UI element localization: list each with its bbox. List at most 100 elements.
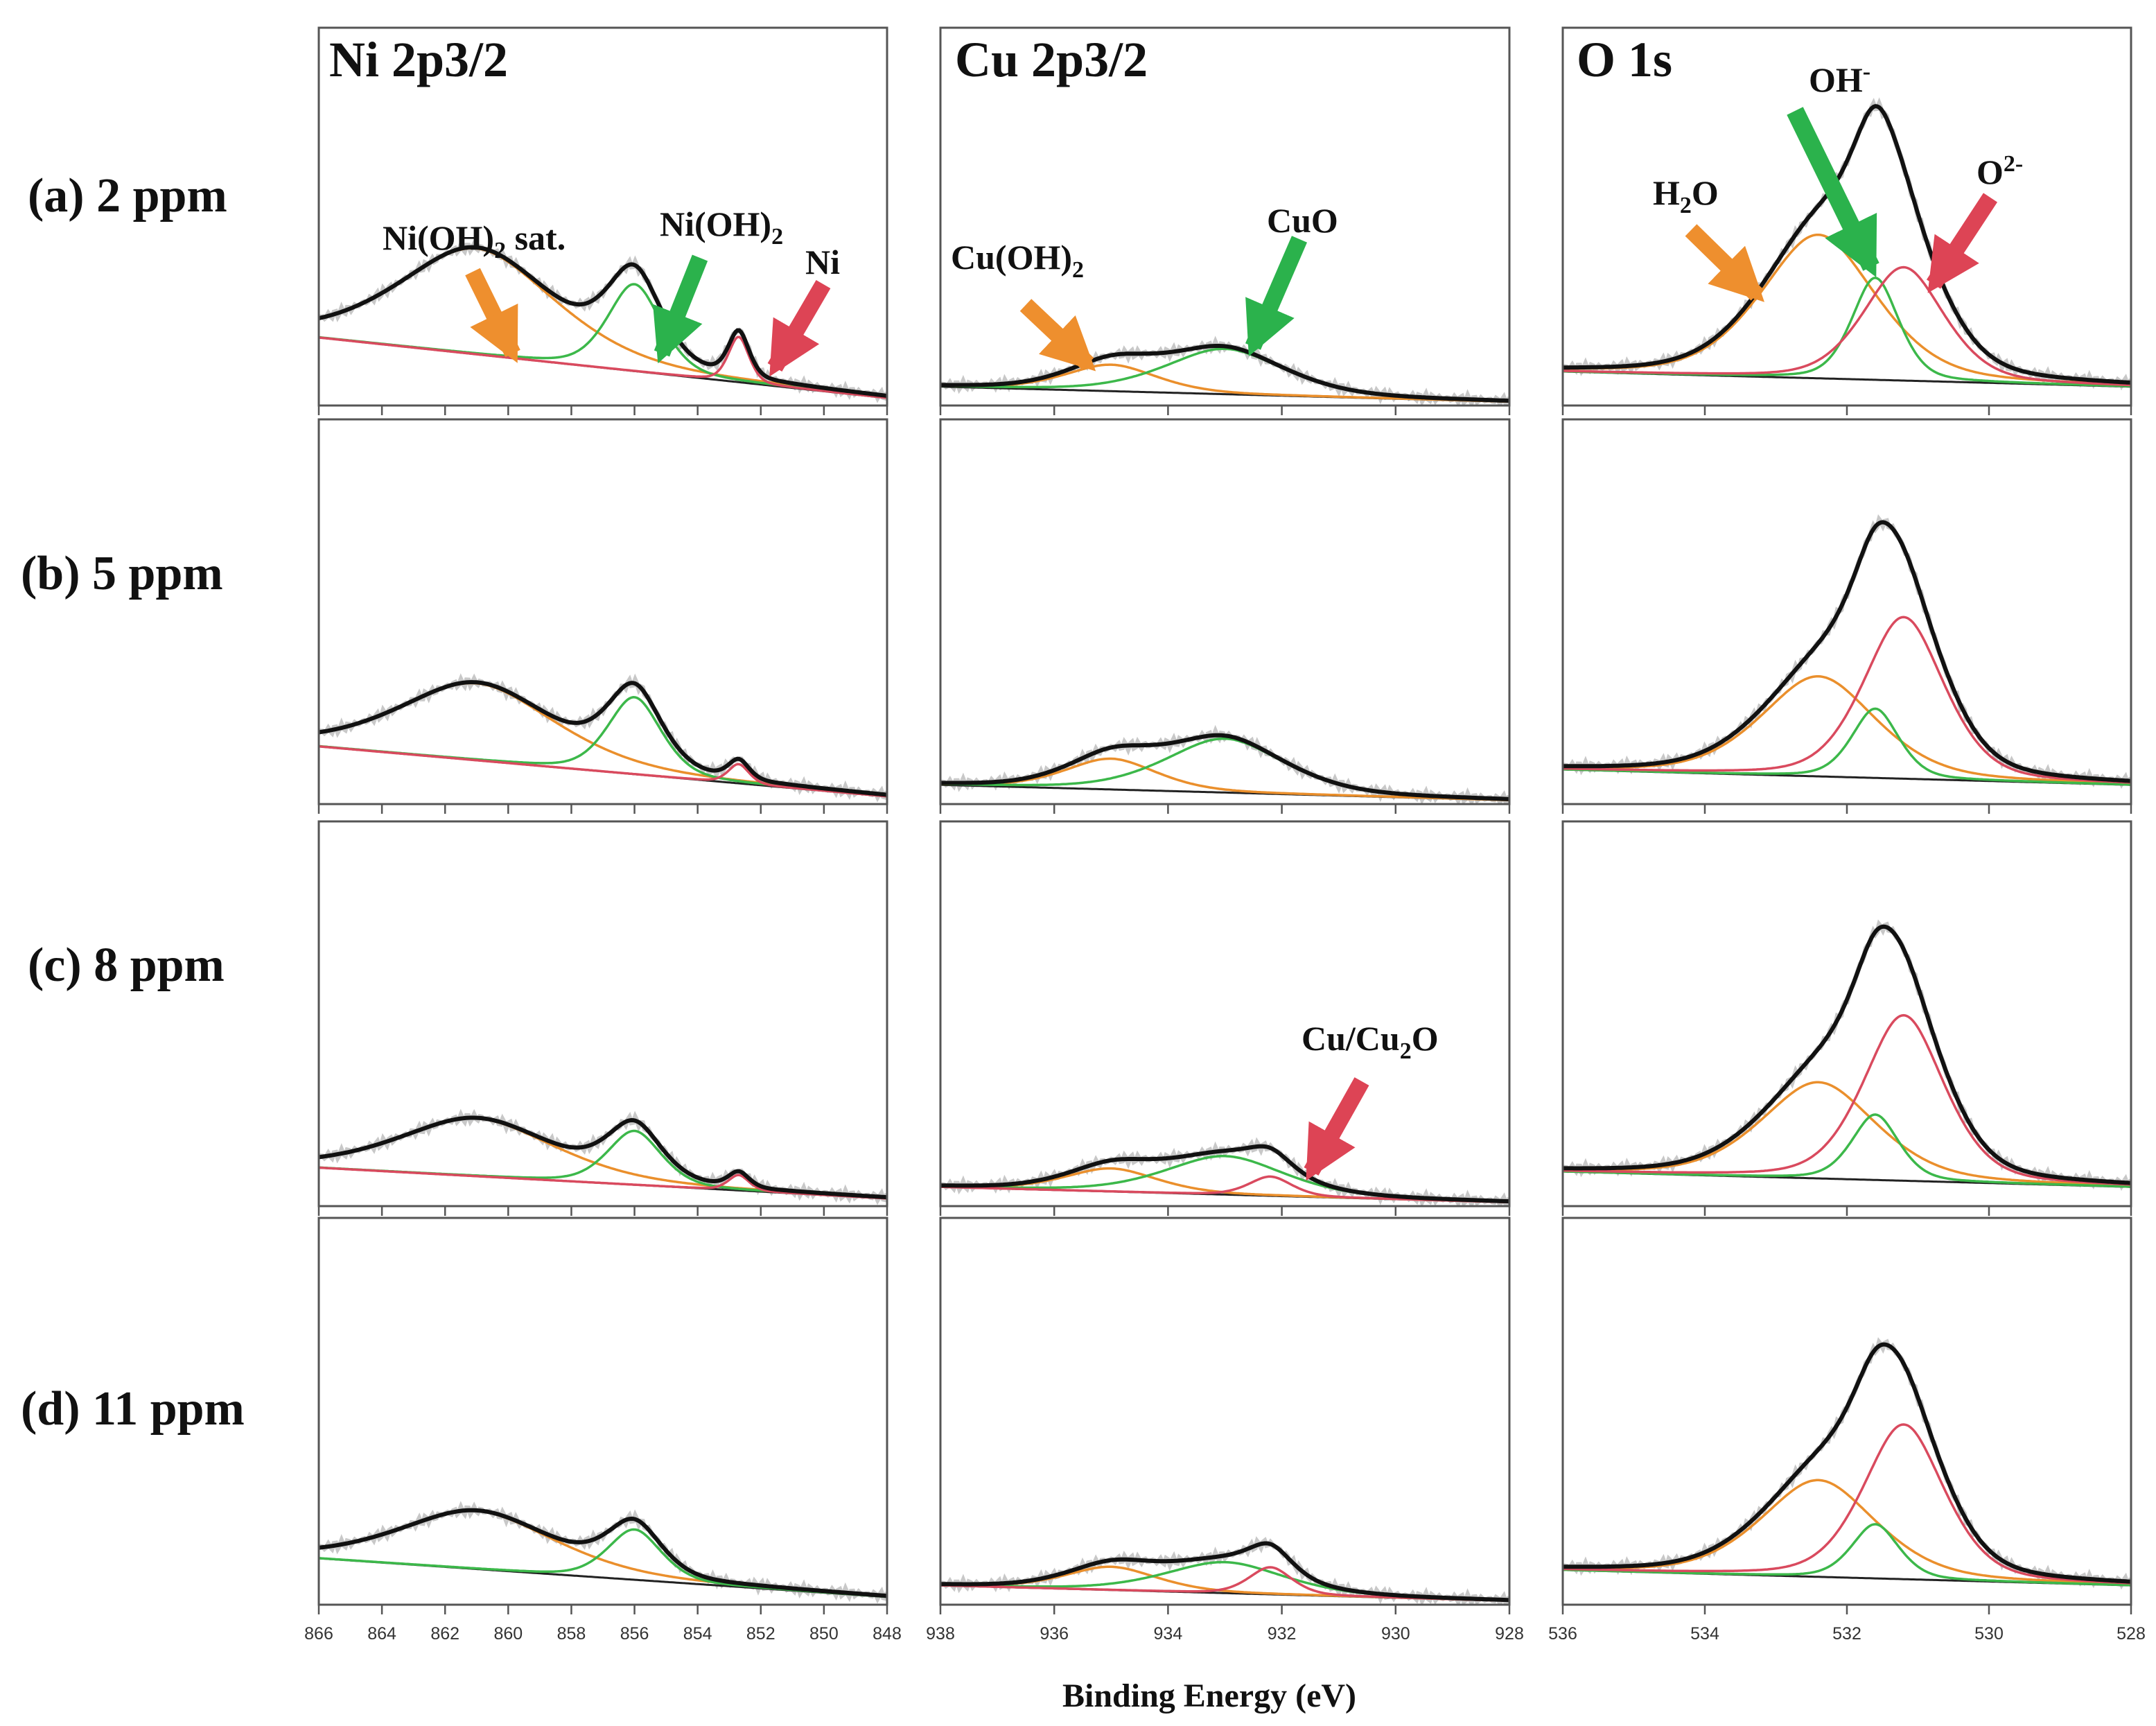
x-tick-label: 534: [1690, 1624, 1719, 1644]
panel-curves: [940, 335, 1509, 406]
envelope: [940, 344, 1509, 403]
x-tick-label: 936: [1040, 1624, 1069, 1644]
x-tick-label: 860: [493, 1624, 523, 1644]
panel-curves: [1563, 514, 2131, 790]
row-label-c: (c) 8 ppm: [28, 939, 225, 992]
panel-curves: [319, 238, 887, 403]
envelope: [1563, 520, 2131, 783]
panel-0-3: 866 864 862 860 858 856 854 852 850 848: [304, 1217, 902, 1644]
panel-curves: [319, 1108, 887, 1205]
x-axis-label: Binding Energy (eV): [1062, 1677, 1356, 1714]
component-red: [319, 335, 887, 399]
x-tick-label: 858: [557, 1624, 586, 1644]
panel-curves: [319, 1501, 887, 1604]
panel-2-3: 536 534 532 530 528: [1548, 1217, 2146, 1644]
component-orange: [1563, 1479, 2131, 1585]
panel-0-0: [317, 26, 888, 415]
envelope: [1563, 1342, 2131, 1584]
arrow-ni-oh: [653, 254, 708, 364]
row-label-d: (d) 11 ppm: [21, 1382, 245, 1436]
component-green: [1563, 707, 2131, 786]
component-green: [1563, 1113, 2131, 1188]
component-orange: [1563, 1081, 2131, 1187]
label-ni-oh-sat: Ni(OH)2 sat.: [383, 218, 566, 263]
raw-spectrum: [1563, 97, 2131, 391]
arrow-oh: [1787, 107, 1879, 277]
panel-curves: [1563, 919, 2131, 1191]
panel-frame: [317, 1217, 888, 1606]
x-tick-label: 854: [683, 1624, 712, 1644]
raw-spectrum: [940, 724, 1509, 804]
x-tick-label: 856: [620, 1624, 649, 1644]
envelope: [319, 1115, 887, 1200]
arrow-cu-cu2o: [1304, 1077, 1369, 1181]
panel-curves: [319, 673, 887, 803]
component-red: [1563, 1013, 2131, 1186]
arrow-h2o: [1685, 224, 1764, 302]
arrow-cuo: [1245, 236, 1308, 357]
label-ni-metal: Ni: [805, 243, 840, 281]
label-h2o: H2O: [1653, 173, 1719, 218]
label-cuo: CuO: [1267, 201, 1338, 240]
component-red: [1563, 616, 2131, 784]
x-tick-label: 850: [809, 1624, 839, 1644]
panel-curves: [940, 724, 1509, 804]
x-tick-label: 866: [304, 1624, 333, 1644]
arrow-ni-sat: [465, 268, 520, 363]
x-tick-label: 928: [1495, 1624, 1524, 1644]
x-tick-label: 530: [1974, 1624, 2004, 1644]
raw-spectrum: [1563, 1337, 2131, 1590]
x-tick-label: 532: [1832, 1624, 1861, 1644]
panel-frame: [939, 820, 1511, 1208]
panel-frame: [939, 26, 1511, 407]
panel-curves: [940, 1137, 1509, 1206]
panel-0-1: [317, 418, 888, 814]
x-tick-label: 528: [2116, 1624, 2146, 1644]
x-tick-label: 536: [1548, 1624, 1577, 1644]
panel-1-2: [939, 820, 1511, 1216]
envelope: [940, 1541, 1509, 1603]
panel-curves: [1563, 1337, 2131, 1590]
x-tick-label: 862: [430, 1624, 459, 1644]
panel-1-3: 938 936 934 932 930 928: [926, 1217, 1524, 1644]
envelope: [1563, 924, 2131, 1185]
component-green: [1563, 277, 2131, 387]
x-tick-label: 852: [746, 1624, 775, 1644]
x-tick-label: 934: [1154, 1624, 1183, 1644]
panels-group: 866 864 862 860 858 856 854 852 850 848 938 936 934 9…: [304, 26, 2146, 1644]
panel-frame: [317, 418, 888, 805]
component-green: [1563, 1523, 2131, 1587]
envelope: [319, 1508, 887, 1598]
envelope: [940, 1144, 1509, 1204]
envelope: [940, 733, 1509, 801]
panel-frame: [939, 418, 1511, 805]
annotations: [465, 107, 1998, 1181]
x-tick-label: 864: [367, 1624, 396, 1644]
envelope: [319, 680, 887, 797]
row-label-a: (a) 2 ppm: [28, 169, 227, 223]
panel-1-1: [939, 418, 1511, 814]
arrow-cu-oh: [1019, 299, 1096, 372]
envelope: [1563, 104, 2131, 385]
panel-2-2: [1561, 820, 2132, 1216]
panel-curves: [1563, 97, 2131, 391]
panel-1-0: [939, 26, 1511, 415]
label-cu-oh: Cu(OH)2: [951, 238, 1084, 283]
row-label-b: (b) 5 ppm: [21, 547, 223, 600]
x-tick-label: 938: [926, 1624, 955, 1644]
arrow-o2: [1926, 193, 1998, 293]
x-tick-label: 932: [1268, 1624, 1297, 1644]
component-orange: [1563, 674, 2131, 785]
component-red: [319, 1166, 887, 1200]
label-oh: OH-: [1809, 59, 1870, 99]
label-ni-oh: Ni(OH)2: [660, 204, 783, 250]
label-o2: O2-: [1977, 151, 2023, 191]
component-red: [1563, 265, 2131, 387]
panel-0-2: [317, 820, 888, 1216]
panel-2-1: [1561, 418, 2132, 814]
column-title-o: O 1s: [1577, 32, 1672, 87]
panel-frame: [317, 820, 888, 1208]
panel-curves: [940, 1536, 1509, 1605]
component-orange: [940, 757, 1509, 801]
